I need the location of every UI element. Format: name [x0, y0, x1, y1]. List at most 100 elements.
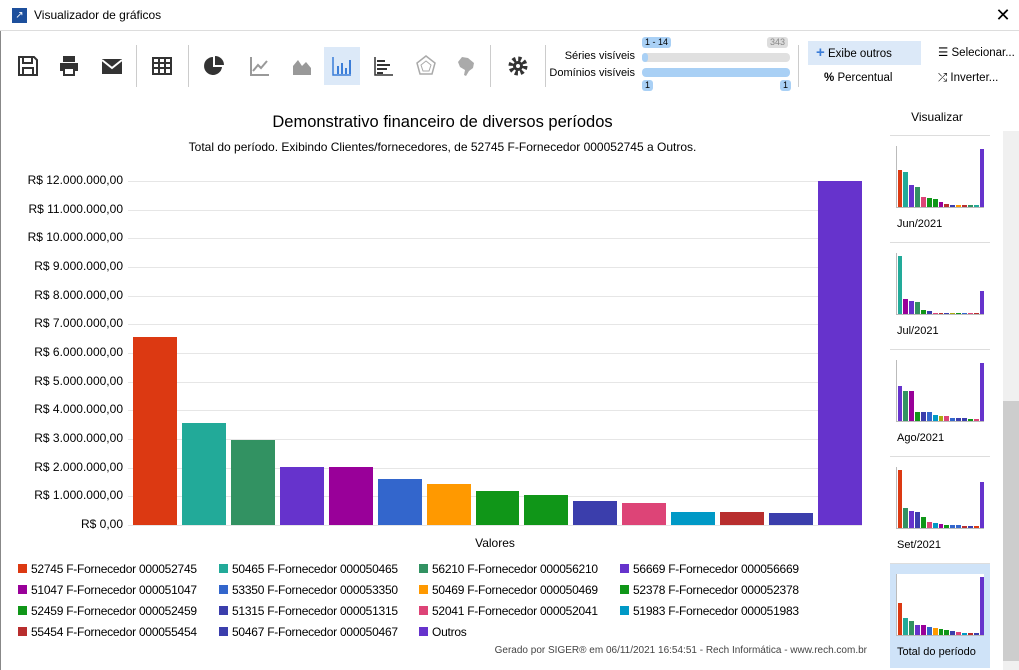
thumbnail-bar: [926, 627, 932, 635]
table-button[interactable]: [144, 47, 180, 85]
app-icon: ↗: [12, 8, 27, 23]
legend-item[interactable]: 55454 F-Fornecedor 000055454: [18, 625, 197, 639]
legend-item[interactable]: Outros: [419, 625, 467, 639]
thumbnail-bar: [909, 620, 915, 635]
series-slider[interactable]: [642, 53, 790, 62]
map-button[interactable]: [448, 47, 484, 85]
thumbnail-bar: [915, 511, 920, 528]
thumbnail-label: Ago/2021: [897, 432, 945, 444]
legend-item[interactable]: 50467 F-Fornecedor 000050467: [219, 625, 398, 639]
gridline: [128, 238, 862, 240]
legend-item[interactable]: 50469 F-Fornecedor 000050469: [419, 583, 598, 597]
bar[interactable]: [377, 479, 422, 525]
line-button[interactable]: [242, 47, 278, 85]
bar[interactable]: [279, 467, 324, 525]
bar-button[interactable]: [366, 47, 402, 85]
bar[interactable]: [181, 422, 226, 525]
legend-item[interactable]: 51983 F-Fornecedor 000051983: [620, 604, 799, 618]
chart-title: Demonstrativo financeiro de diversos per…: [272, 113, 613, 131]
column-button[interactable]: [324, 47, 360, 85]
bar[interactable]: [720, 512, 765, 525]
domains-visible-label: Domínios visíveis: [549, 67, 635, 79]
bar[interactable]: [573, 500, 618, 525]
thumbnail-bar: [915, 625, 920, 635]
thumbnail-bar: [950, 313, 956, 314]
thumbnail-jun-2021[interactable]: Jun/2021: [890, 135, 990, 240]
thumbnail-total-do-per-odo[interactable]: Total do período: [890, 563, 990, 668]
gridline: [128, 525, 862, 526]
bar[interactable]: [328, 467, 373, 525]
thumbnail-bar: [973, 313, 979, 314]
thumbnail-label: Jul/2021: [897, 325, 939, 337]
bar[interactable]: [524, 494, 569, 525]
legend-item[interactable]: 56210 F-Fornecedor 000056210: [419, 562, 598, 576]
close-icon[interactable]: ✕: [995, 5, 1011, 25]
bar[interactable]: [622, 502, 667, 525]
legend-item[interactable]: 52459 F-Fornecedor 000052459: [18, 604, 197, 618]
thumbnail-bar: [903, 507, 909, 528]
thumbnail-bar: [956, 418, 962, 421]
print-button[interactable]: [51, 47, 87, 85]
legend-label: 52459 F-Fornecedor 000052459: [31, 604, 197, 618]
legend-swatch: [419, 564, 428, 573]
thumbnail-bar: [897, 256, 903, 314]
bar[interactable]: [671, 512, 716, 525]
legend-item[interactable]: 52745 F-Fornecedor 000052745: [18, 562, 197, 576]
legend-swatch: [419, 606, 428, 615]
thumbnail-bar: [920, 197, 926, 207]
legend-item[interactable]: 51315 F-Fornecedor 000051315: [219, 604, 398, 618]
invert-button[interactable]: ⤮ Inverter...: [930, 66, 998, 90]
thumbnail-bar: [932, 522, 938, 528]
thumbnail-ago-2021[interactable]: Ago/2021: [890, 349, 990, 454]
thumbnail-jul-2021[interactable]: Jul/2021: [890, 242, 990, 347]
legend-label: 51047 F-Fornecedor 000051047: [31, 583, 197, 597]
thumbnail-bar: [967, 632, 973, 635]
thumbnail-bar: [920, 516, 926, 528]
window-title: Visualizador de gráficos: [34, 8, 162, 22]
thumbnail-set-2021[interactable]: Set/2021: [890, 456, 990, 561]
shuffle-icon: ⤮: [938, 72, 948, 84]
legend-item[interactable]: 50465 F-Fornecedor 000050465: [219, 562, 398, 576]
percent-icon: %: [824, 72, 835, 84]
percent-button[interactable]: % Percentual: [816, 66, 892, 90]
area-button[interactable]: [284, 47, 320, 85]
legend-item[interactable]: 53350 F-Fornecedor 000053350: [219, 583, 398, 597]
bar[interactable]: [426, 484, 471, 525]
percent-label: Percentual: [837, 72, 893, 84]
bar[interactable]: [475, 490, 520, 525]
pie-button[interactable]: [196, 47, 232, 85]
domains-slider[interactable]: [642, 68, 790, 77]
thumbnail-bar: [962, 418, 967, 421]
gridline: [128, 381, 862, 383]
legend-swatch: [219, 564, 228, 573]
thumbnail-bar: [903, 298, 909, 314]
thumbnail-label: Total do período: [897, 646, 976, 658]
select-button[interactable]: ☰ Selecionar...: [930, 41, 1015, 65]
bar[interactable]: [230, 440, 275, 525]
thumbnail-bar: [944, 416, 950, 421]
gridline: [128, 410, 862, 412]
bar[interactable]: [818, 181, 862, 525]
printer-icon: [60, 56, 78, 76]
table-grid-icon: [152, 57, 172, 75]
save-button[interactable]: [10, 47, 46, 85]
thumbnail-bar: [915, 187, 920, 207]
gridline: [128, 467, 862, 469]
divider: [545, 45, 546, 87]
settings-button[interactable]: [500, 47, 536, 85]
thumbnail-bar: [979, 482, 985, 528]
email-button[interactable]: [94, 47, 130, 85]
legend-item[interactable]: 52041 F-Fornecedor 000052041: [419, 604, 598, 618]
thumbnail-bar: [967, 204, 973, 207]
scrollbar-thumb[interactable]: [1003, 401, 1019, 661]
show-others-label: Exibe outros: [827, 48, 892, 60]
thumbnail-bar: [973, 204, 979, 207]
radar-button[interactable]: [408, 47, 444, 85]
legend-item[interactable]: 51047 F-Fornecedor 000051047: [18, 583, 197, 597]
legend-item[interactable]: 56669 F-Fornecedor 000056669: [620, 562, 799, 576]
bar[interactable]: [769, 512, 814, 525]
legend-label: 52041 F-Fornecedor 000052041: [432, 604, 598, 618]
bar[interactable]: [133, 336, 177, 525]
legend-item[interactable]: 52378 F-Fornecedor 000052378: [620, 583, 799, 597]
show-others-button[interactable]: + Exibe outros: [808, 41, 921, 65]
